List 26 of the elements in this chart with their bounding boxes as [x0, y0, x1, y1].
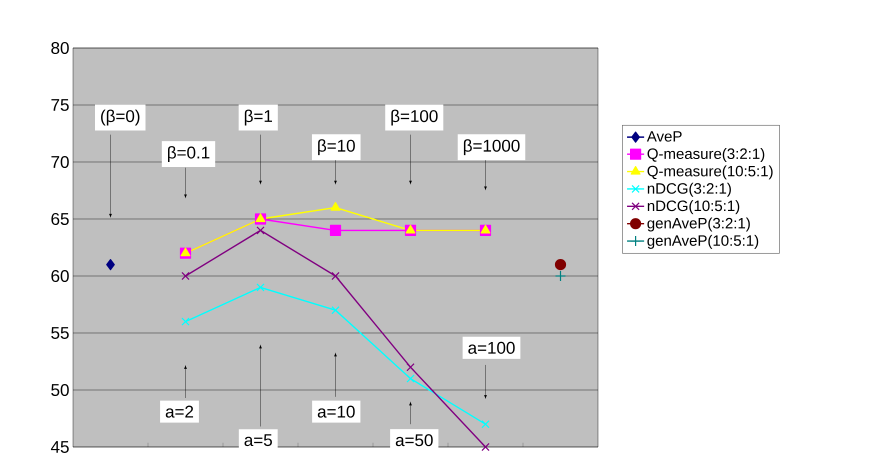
y-tick-label: 80: [51, 42, 69, 54]
annotation: β=10: [318, 139, 355, 156]
annotation: β=1: [244, 110, 272, 126]
legend-label: Q-measure(10:5:1): [648, 165, 773, 180]
annotation: β=100: [391, 110, 438, 126]
legend-label: genAveP(3:2:1): [647, 218, 750, 232]
y-tick-label: 75: [51, 99, 69, 111]
y-tick-label: 55: [51, 327, 69, 339]
annotation: a=100: [468, 342, 515, 354]
legend-label: nDCG(3:2:1): [648, 182, 731, 197]
annotation: a=5: [244, 434, 272, 446]
legend-label: Q-measure(3:2:1): [648, 148, 764, 162]
annotation: β=0.1: [168, 146, 210, 162]
legend-label: AveP: [646, 131, 682, 142]
annotation: β=1000: [464, 139, 520, 156]
annotation: a=10: [318, 406, 355, 418]
y-tick-label: 70: [51, 156, 69, 168]
annotation: a=2: [166, 406, 194, 418]
annotation: a=50: [396, 434, 433, 446]
y-tick-label: 60: [51, 270, 69, 282]
y-tick-label: 65: [51, 212, 69, 226]
y-tick-label: 50: [51, 384, 69, 396]
legend-label: nDCG(10:5:1): [648, 200, 740, 214]
annotation: (β=0): [101, 110, 140, 126]
y-tick-label: 45: [50, 441, 69, 453]
legend-label: genAveP(10:5:1): [647, 234, 758, 249]
